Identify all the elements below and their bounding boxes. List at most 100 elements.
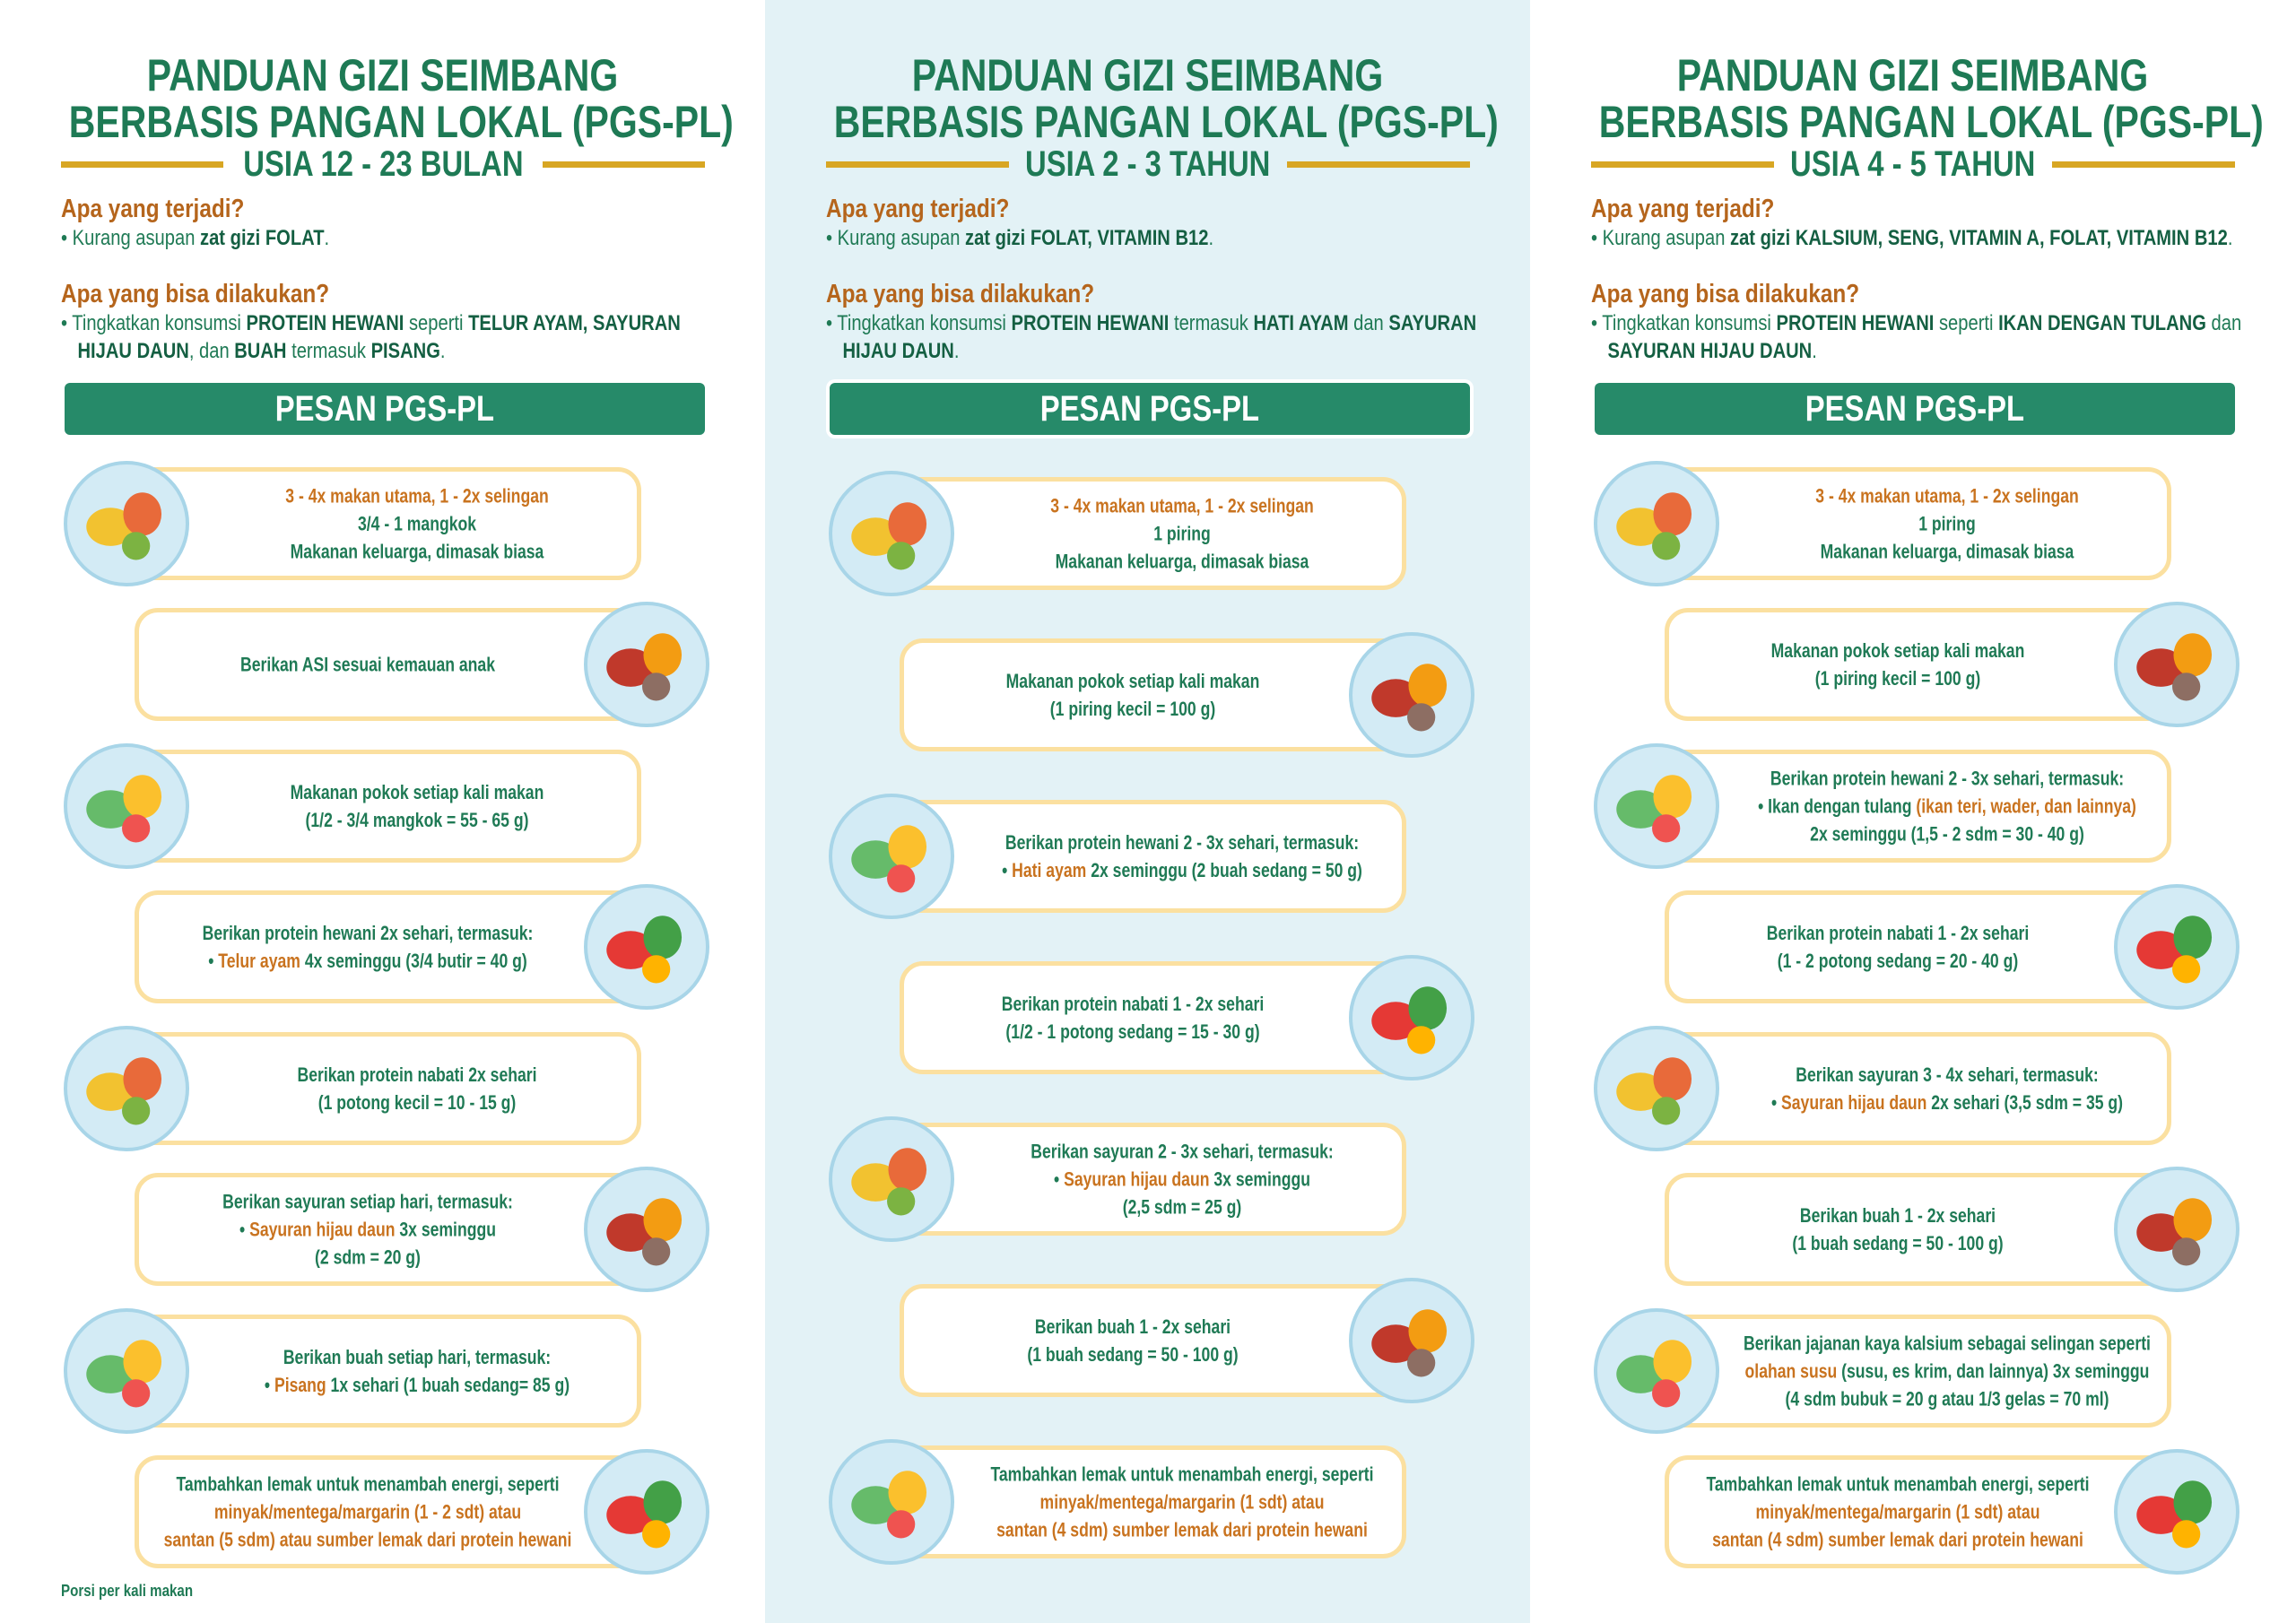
card-text: Berikan buah 1 - 2x sehari (1 buah sedang… [1027, 1313, 1238, 1368]
text-segment: Berikan buah 1 - 2x sehari [1799, 1204, 1996, 1228]
card-text: Makanan pokok setiap kali makan (1 piring… [1006, 667, 1260, 723]
food-icon [1594, 1307, 1719, 1434]
card-line: Berikan protein hewani 2x sehari, termas… [203, 919, 534, 947]
section-heading: Apa yang terjadi? [61, 195, 245, 223]
food-icon [64, 742, 189, 869]
card-text: Berikan protein nabati 1 - 2x sehari (1/2… [1002, 990, 1264, 1046]
card: Tambahkan lemak untuk menambah energi, s… [895, 1445, 1406, 1558]
card-line: olahan susu (susu, es krim, dan lainnya)… [1744, 1357, 2151, 1384]
card-text: Berikan protein nabati 2x sehari (1 poton… [297, 1061, 536, 1116]
rule [2051, 161, 2236, 168]
text-segment: seperti [404, 311, 469, 335]
card-line: Berikan protein nabati 1 - 2x sehari [1002, 990, 1264, 1018]
text-segment: (1 potong kecil = 10 - 15 g) [317, 1090, 517, 1114]
food-icon [1349, 955, 1474, 1081]
card-line: Tambahkan lemak untuk menambah energi, s… [164, 1471, 572, 1498]
card-line: 1 piring [1050, 520, 1313, 548]
text-segment: 3/4 - 1 mangkok [357, 512, 477, 535]
text-segment: • [264, 1373, 274, 1396]
text-segment: Telur ayam [218, 950, 300, 973]
subtitle-row: USIA 2 - 3 TAHUN [826, 143, 1471, 185]
text-segment: dan [2205, 311, 2242, 335]
subtitle-row: USIA 12 - 23 BULAN [61, 143, 706, 185]
rule [61, 161, 223, 168]
card-line: • Telur ayam 4x seminggu (3/4 butir = 40… [203, 947, 534, 975]
banner-text: PESAN PGS-PL [1805, 388, 2025, 429]
card: Berikan protein nabati 1 - 2x sehari (1 -… [1665, 890, 2176, 1004]
text-segment: Makanan pokok setiap kali makan [1005, 670, 1260, 692]
card-text: Tambahkan lemak untuk menambah energi, s… [990, 1461, 1373, 1544]
food-icon [2114, 1167, 2239, 1293]
text-segment: termasuk [286, 339, 371, 363]
card-line: Makanan keluarga, dimasak biasa [1815, 537, 2078, 565]
text-segment: PROTEIN HEWANI [1011, 311, 1170, 335]
banner-text: PESAN PGS-PL [274, 388, 495, 429]
rule [1286, 161, 1471, 168]
card-line: Berikan protein hewani 2 - 3x sehari, te… [1002, 829, 1362, 856]
sections: Apa yang terjadi? • Kurang asupan zat giz… [1591, 194, 2254, 392]
card-line: (1/2 - 1 potong sedang = 15 - 30 g) [1002, 1018, 1264, 1046]
text-segment: Makanan keluarga, dimasak biasa [1055, 550, 1309, 573]
text-segment: Pisang [274, 1373, 326, 1396]
text-segment: . [2227, 226, 2233, 250]
text-segment: Sayuran hijau daun [1064, 1167, 1210, 1191]
card: Berikan buah 1 - 2x sehari (1 buah sedang… [900, 1284, 1411, 1397]
food-icon [584, 1167, 709, 1293]
text-segment: 3 - 4x makan utama, 1 - 2x selingan [285, 484, 549, 508]
text-segment: santan (4 sdm) sumber lemak dari protein… [1712, 1528, 2083, 1551]
card-text: 3 - 4x makan utama, 1 - 2x selingan 1 pir… [1815, 482, 2078, 565]
text-segment: 3x seminggu [1209, 1167, 1310, 1191]
card-line: Makanan pokok setiap kali makan [1006, 667, 1260, 695]
bullet: • Tingkatkan konsumsi PROTEIN HEWANI sep… [1591, 309, 2254, 365]
text-segment: Berikan sayuran 2 - 3x sehari, termasuk: [1031, 1140, 1334, 1163]
title: PANDUAN GIZI SEIMBANG BERBASIS PANGAN LOK… [765, 52, 1530, 145]
text-segment: Berikan buah 1 - 2x sehari [1034, 1315, 1231, 1338]
bullet: • Tingkatkan konsumsi PROTEIN HEWANI ter… [826, 309, 1489, 365]
text-segment: (2 sdm = 20 g) [315, 1245, 421, 1269]
footnote: Porsi per kali makan [61, 1582, 194, 1600]
food-icon [1349, 1278, 1474, 1403]
food-icon [1349, 632, 1474, 758]
card: Makanan pokok setiap kali makan (1 piring… [1665, 608, 2176, 722]
card-line: Berikan protein hewani 2 - 3x sehari, te… [1758, 764, 2136, 792]
title-line: PANDUAN GIZI SEIMBANG [1676, 50, 2149, 100]
card-line: • Ikan dengan tulang (ikan teri, wader, … [1758, 792, 2136, 820]
text-segment: TELUR AYAM, SAYURAN HIJAU DAUN [77, 311, 681, 363]
text-segment: Berikan protein nabati 1 - 2x sehari [1766, 922, 2030, 945]
text-segment: seperti [1934, 311, 1999, 335]
text-segment: Berikan protein hewani 2 - 3x sehari, te… [1004, 831, 1360, 854]
card: Berikan sayuran setiap hari, termasuk: • … [135, 1173, 646, 1287]
text-segment: Berikan protein nabati 1 - 2x sehari [1001, 993, 1265, 1015]
card-line: (1 buah sedang = 50 - 100 g) [1027, 1341, 1238, 1368]
bullet: • Tingkatkan konsumsi PROTEIN HEWANI sep… [61, 309, 724, 365]
food-icon [1594, 742, 1719, 869]
card-line: Berikan buah 1 - 2x sehari [1792, 1202, 2003, 1229]
text-segment: • [1054, 1167, 1065, 1191]
text-segment: olahan susu [1744, 1359, 1838, 1383]
text-segment: (2,5 sdm = 25 g) [1122, 1195, 1242, 1219]
card-line: Makanan keluarga, dimasak biasa [285, 537, 548, 565]
text-segment: minyak/mentega/margarin (1 sdt) atau [1039, 1490, 1325, 1514]
text-segment: Berikan jajanan kaya kalsium sebagai sel… [1744, 1332, 2151, 1355]
card-line: santan (4 sdm) sumber lemak dari protein… [990, 1516, 1373, 1544]
card-text: Berikan jajanan kaya kalsium sebagai sel… [1744, 1329, 2151, 1412]
text-segment: • Kurang asupan [1591, 226, 1731, 250]
card-line: (1 - 2 potong sedang = 20 - 40 g) [1767, 947, 2029, 975]
card-text: Berikan buah setiap hari, termasuk: • Pis… [265, 1343, 570, 1399]
food-icon [584, 1449, 709, 1575]
text-segment: (susu, es krim, dan lainnya) 3x seminggu [1837, 1359, 2150, 1383]
text-segment: Makanan keluarga, dimasak biasa [290, 540, 544, 563]
card-text: Berikan protein hewani 2x sehari, termas… [203, 919, 534, 975]
text-segment: • Ikan dengan tulang [1758, 794, 1917, 818]
text-segment: Tambahkan lemak untuk menambah energi, s… [176, 1472, 560, 1496]
card-line: minyak/mentega/margarin (1 sdt) atau [1706, 1498, 2089, 1526]
card: Tambahkan lemak untuk menambah energi, s… [1665, 1455, 2176, 1569]
food-icon [829, 1439, 954, 1565]
card-line: 3 - 4x makan utama, 1 - 2x selingan [285, 482, 548, 509]
card-line: • Sayuran hijau daun 3x seminggu [1031, 1166, 1334, 1193]
card-line: 1 piring [1815, 509, 2078, 537]
text-segment: . [1208, 226, 1214, 250]
food-icon [829, 794, 954, 919]
rule [543, 161, 706, 168]
text-segment: santan (5 sdm) atau sumber lemak dari pr… [163, 1528, 572, 1551]
